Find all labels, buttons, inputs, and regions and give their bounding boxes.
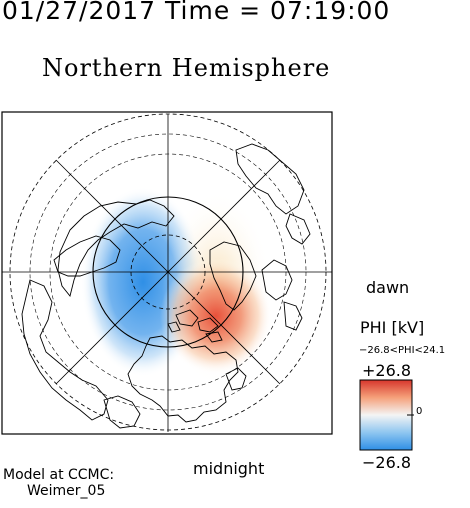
colorbar-min-label: −26.8 bbox=[362, 453, 412, 472]
date-time-header: 01/27/2017 Time = 07:19:00 bbox=[2, 0, 391, 25]
coast-alaska bbox=[103, 395, 141, 429]
meridian-diagonal-b bbox=[55, 159, 281, 385]
colorbar bbox=[359, 379, 414, 451]
coast-greenland bbox=[209, 241, 257, 311]
colorbar-max-label: +26.8 bbox=[362, 361, 412, 380]
colorbar-zero-label: 0 bbox=[416, 406, 423, 417]
colorbar-gradient bbox=[359, 379, 413, 451]
plot-title: Northern Hemisphere bbox=[42, 54, 331, 82]
potential-pattern bbox=[81, 187, 272, 386]
model-credit-line2: Weimer_05 bbox=[27, 483, 106, 499]
coast-asia-east bbox=[21, 279, 109, 421]
polar-potential-map bbox=[1, 111, 333, 435]
coast-canadian-islands bbox=[167, 309, 223, 343]
coast-eurasia bbox=[57, 199, 175, 297]
meridian-grid bbox=[2, 114, 332, 432]
coast-hudson-bay bbox=[225, 367, 247, 391]
colorbar-range-text: −26.8<PHI<24.1 bbox=[359, 345, 446, 356]
midnight-label: midnight bbox=[193, 459, 265, 478]
colorbar-title: PHI [kV] bbox=[360, 318, 425, 337]
dawn-label: dawn bbox=[366, 278, 410, 297]
coast-atlantic-rim bbox=[261, 259, 303, 331]
model-credit-line1: Model at CCMC: bbox=[3, 467, 115, 483]
coast-siberia bbox=[53, 235, 121, 277]
coast-north-america bbox=[127, 335, 239, 423]
